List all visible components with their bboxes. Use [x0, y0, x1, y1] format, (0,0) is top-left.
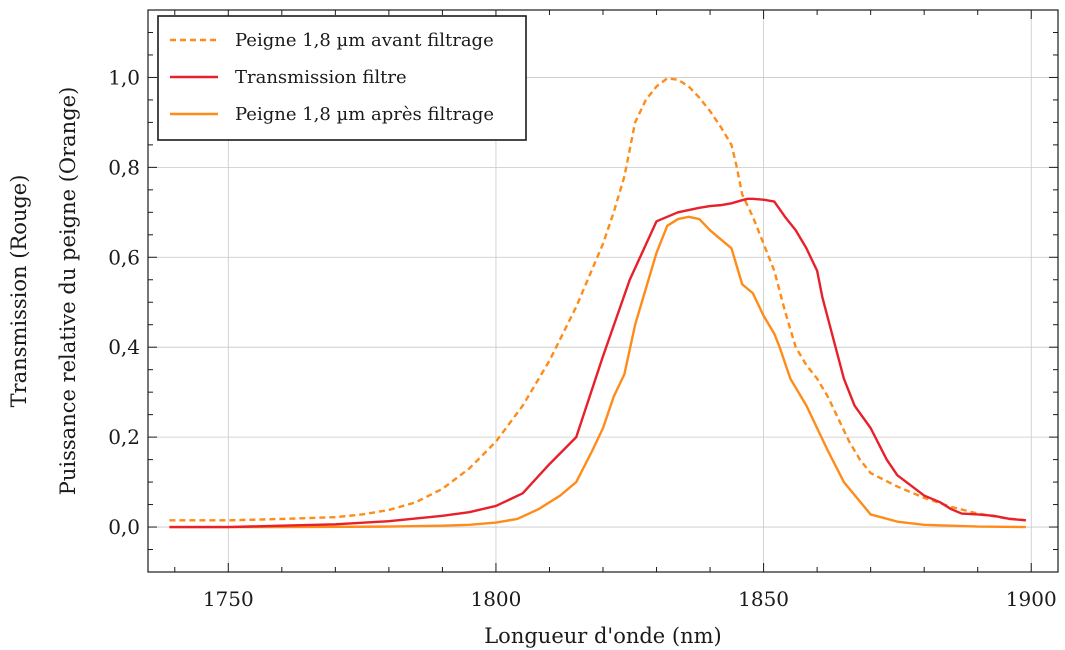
y-tick-label: 1,0 [108, 65, 140, 89]
y-tick-label: 0,0 [108, 515, 140, 539]
x-tick-label: 1800 [470, 587, 521, 611]
y-axis-title-line-2: Puissance relative du peigne (Orange) [56, 87, 80, 496]
y-tick-label: 0,2 [108, 425, 140, 449]
legend-label-avant-filtrage: Peigne 1,8 µm avant filtrage [235, 30, 494, 51]
series-line-apres-filtrage [169, 215, 1026, 529]
x-tick-label: 1750 [203, 587, 254, 611]
series-line-transmission-filtre [169, 197, 1026, 529]
y-tick-label: 0,6 [108, 245, 140, 269]
x-axis-title: Longueur d'onde (nm) [484, 624, 722, 648]
series-lines [169, 77, 1027, 529]
y-tick-label: 0,4 [108, 335, 140, 359]
legend-box [157, 15, 527, 141]
tick-labels: 1750 1800 1850 1900 0,0 0,2 0,4 0,6 0,8 1,0 [108, 65, 1057, 611]
legend-label-apres-filtrage: Peigne 1,8 µm après filtrage [235, 104, 494, 125]
legend: Peigne 1,8 µm avant filtrage Transmissio… [157, 15, 527, 141]
series-line-avant-filtrage [169, 77, 1027, 522]
y-tick-label: 0,8 [108, 155, 140, 179]
plot-frame [147, 9, 1059, 573]
legend-label-transmission-filtre: Transmission filtre [235, 67, 407, 88]
y-axis-title-line-1: Transmission (Rouge) [7, 175, 31, 408]
x-tick-label: 1900 [1006, 587, 1057, 611]
x-tick-label: 1850 [738, 587, 789, 611]
